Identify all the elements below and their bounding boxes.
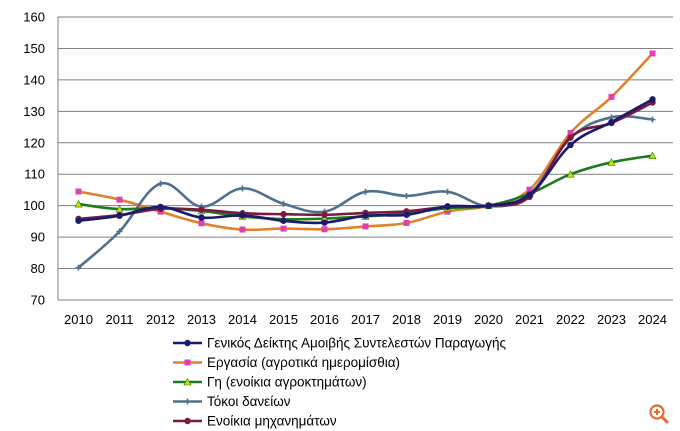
x-tick-label: 2013 xyxy=(187,312,216,327)
y-tick-label: 150 xyxy=(23,41,45,56)
data-point xyxy=(239,226,246,233)
legend-label: Ενοίκια μηχανημάτων xyxy=(207,414,337,429)
series-4 xyxy=(75,99,656,223)
series-line xyxy=(77,101,654,221)
x-tick-label: 2019 xyxy=(433,312,462,327)
data-point xyxy=(485,202,492,209)
gridlines xyxy=(57,16,673,301)
data-point xyxy=(444,203,451,210)
data-point xyxy=(239,185,246,192)
legend-swatch-marker xyxy=(184,339,191,347)
data-point xyxy=(280,200,287,207)
legend-swatch-marker xyxy=(184,398,191,405)
y-tick-label: 70 xyxy=(31,293,45,308)
x-tick-label: 2017 xyxy=(351,312,380,327)
data-point xyxy=(321,219,328,226)
series-lines xyxy=(74,50,657,271)
x-tick-label: 2015 xyxy=(269,312,298,327)
zoom-in-icon xyxy=(649,404,669,424)
series-line xyxy=(77,98,654,225)
data-point xyxy=(75,264,82,271)
legend-label: Γη (ενοίκια αγροκτημάτων) xyxy=(207,375,367,390)
y-tick-label: 160 xyxy=(23,10,45,25)
legend: Γενικός Δείκτης Αμοιβής Συντελεστών Παρα… xyxy=(173,336,506,429)
data-point xyxy=(157,180,164,187)
legend-label: Γενικός Δείκτης Αμοιβής Συντελεστών Παρα… xyxy=(207,336,506,351)
data-point xyxy=(444,208,451,215)
data-point xyxy=(566,170,575,178)
data-point xyxy=(321,226,328,233)
y-tick-label: 90 xyxy=(31,230,45,245)
data-point xyxy=(608,93,615,100)
x-tick-label: 2018 xyxy=(392,312,421,327)
x-tick-label: 2021 xyxy=(515,312,544,327)
data-point xyxy=(567,134,574,141)
zoom-in-button[interactable] xyxy=(647,403,673,425)
data-point xyxy=(567,130,574,137)
data-point xyxy=(198,206,205,213)
legend-swatch-marker xyxy=(184,417,191,425)
y-tick-label: 80 xyxy=(31,261,45,276)
data-point xyxy=(362,212,369,219)
data-point xyxy=(648,151,657,159)
x-tick-label: 2020 xyxy=(474,312,503,327)
x-tick-label: 2024 xyxy=(638,312,667,327)
y-tick-label: 130 xyxy=(23,104,45,119)
x-tick-label: 2011 xyxy=(106,312,134,327)
y-tick-label: 120 xyxy=(23,135,45,150)
data-point xyxy=(116,212,123,219)
legend-swatch-marker xyxy=(183,377,192,386)
data-point xyxy=(116,196,123,203)
legend-label: Τόκοι δανείων xyxy=(207,394,291,409)
x-tick-label: 2014 xyxy=(228,312,257,327)
data-point xyxy=(280,225,287,232)
data-point xyxy=(116,228,123,235)
data-point xyxy=(280,217,287,224)
data-point xyxy=(608,118,615,126)
x-tick-label: 2023 xyxy=(597,312,626,327)
x-tick-label: 2016 xyxy=(310,312,339,327)
legend-item: Τόκοι δανείων xyxy=(173,394,291,409)
data-point xyxy=(280,210,287,218)
legend-item: Γενικός Δείκτης Αμοιβής Συντελεστών Παρα… xyxy=(173,336,506,351)
legend-swatch-marker xyxy=(184,359,191,366)
x-tick-label: 2022 xyxy=(556,312,585,327)
data-point xyxy=(75,188,82,195)
data-point xyxy=(403,219,410,226)
data-point xyxy=(74,199,83,208)
y-tick-label: 100 xyxy=(23,198,45,213)
legend-item: Γη (ενοίκια αγροκτημάτων) xyxy=(173,375,367,390)
data-point xyxy=(198,220,205,227)
data-point xyxy=(649,96,656,103)
data-point xyxy=(198,214,205,221)
data-point xyxy=(403,192,410,199)
y-tick-label: 140 xyxy=(23,72,45,87)
data-point xyxy=(607,158,616,166)
legend-item: Εργασία (αγροτικά ημερομίσθια) xyxy=(173,355,400,370)
y-axis-ticks: 70 80 90 100 110 120 130 140 150 160 xyxy=(23,10,45,308)
data-point xyxy=(239,212,246,219)
data-point xyxy=(526,191,533,198)
data-point xyxy=(321,211,328,218)
data-point xyxy=(362,188,369,195)
legend-label: Εργασία (αγροτικά ημερομίσθια) xyxy=(207,355,400,370)
data-point xyxy=(444,188,451,195)
y-tick-label: 110 xyxy=(24,167,45,182)
data-point xyxy=(157,203,164,211)
data-point xyxy=(75,217,82,224)
data-point xyxy=(649,116,656,123)
series-0 xyxy=(75,96,656,226)
x-tick-label: 2012 xyxy=(146,312,175,327)
data-point xyxy=(362,223,369,230)
data-point xyxy=(403,211,410,218)
legend-item: Ενοίκια μηχανημάτων xyxy=(173,414,337,429)
x-tick-label: 2010 xyxy=(64,312,93,327)
data-point xyxy=(567,141,574,149)
x-axis-ticks: 2010 2011 2012 2013 2014 2015 2016 2017 2018 2019… xyxy=(64,312,667,327)
data-point xyxy=(649,50,656,57)
